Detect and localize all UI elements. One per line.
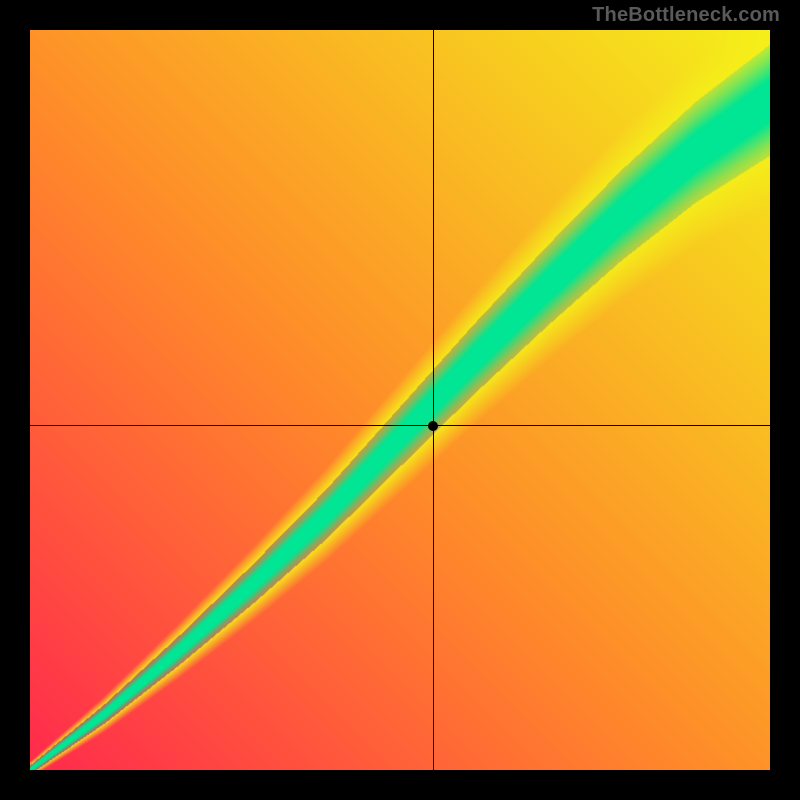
crosshair-horizontal — [30, 425, 770, 426]
heatmap-canvas — [30, 30, 770, 770]
crosshair-point — [428, 421, 438, 431]
chart-container: TheBottleneck.com — [0, 0, 800, 800]
crosshair-vertical — [433, 30, 434, 770]
plot-area — [30, 30, 770, 770]
watermark-text: TheBottleneck.com — [592, 4, 780, 27]
